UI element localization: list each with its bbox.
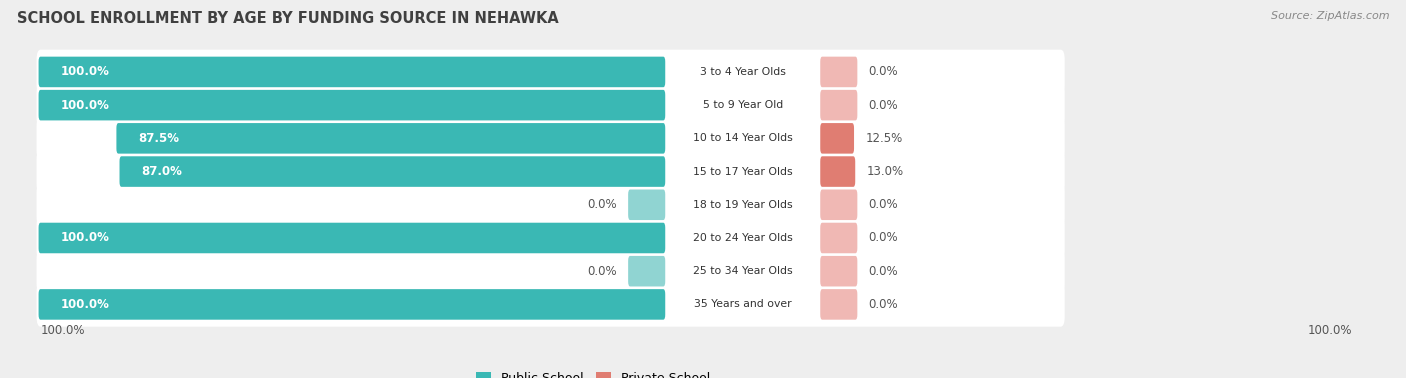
- FancyBboxPatch shape: [38, 57, 665, 87]
- Text: 35 Years and over: 35 Years and over: [695, 299, 792, 310]
- Text: 18 to 19 Year Olds: 18 to 19 Year Olds: [693, 200, 793, 210]
- FancyBboxPatch shape: [628, 189, 665, 220]
- Text: 20 to 24 Year Olds: 20 to 24 Year Olds: [693, 233, 793, 243]
- Text: 0.0%: 0.0%: [869, 298, 898, 311]
- FancyBboxPatch shape: [37, 249, 1064, 293]
- Text: 0.0%: 0.0%: [869, 65, 898, 78]
- Text: 13.0%: 13.0%: [866, 165, 904, 178]
- Text: 100.0%: 100.0%: [60, 298, 110, 311]
- FancyBboxPatch shape: [820, 90, 858, 121]
- Text: 100.0%: 100.0%: [1308, 324, 1353, 337]
- Text: 0.0%: 0.0%: [869, 198, 898, 211]
- Text: 15 to 17 Year Olds: 15 to 17 Year Olds: [693, 167, 793, 177]
- FancyBboxPatch shape: [120, 156, 665, 187]
- Text: 25 to 34 Year Olds: 25 to 34 Year Olds: [693, 266, 793, 276]
- FancyBboxPatch shape: [37, 149, 1064, 194]
- Text: 87.0%: 87.0%: [142, 165, 183, 178]
- FancyBboxPatch shape: [820, 256, 858, 287]
- Text: 0.0%: 0.0%: [588, 265, 617, 278]
- Text: Source: ZipAtlas.com: Source: ZipAtlas.com: [1271, 11, 1389, 21]
- FancyBboxPatch shape: [37, 116, 1064, 161]
- Text: 0.0%: 0.0%: [869, 265, 898, 278]
- FancyBboxPatch shape: [117, 123, 665, 153]
- Text: 100.0%: 100.0%: [60, 99, 110, 112]
- Text: 0.0%: 0.0%: [869, 99, 898, 112]
- Text: 87.5%: 87.5%: [138, 132, 180, 145]
- FancyBboxPatch shape: [628, 256, 665, 287]
- FancyBboxPatch shape: [37, 216, 1064, 260]
- FancyBboxPatch shape: [820, 123, 853, 153]
- FancyBboxPatch shape: [820, 189, 858, 220]
- FancyBboxPatch shape: [38, 223, 665, 253]
- Text: 5 to 9 Year Old: 5 to 9 Year Old: [703, 100, 783, 110]
- FancyBboxPatch shape: [820, 57, 858, 87]
- Text: 3 to 4 Year Olds: 3 to 4 Year Olds: [700, 67, 786, 77]
- FancyBboxPatch shape: [37, 183, 1064, 227]
- Legend: Public School, Private School: Public School, Private School: [471, 367, 716, 378]
- Text: 10 to 14 Year Olds: 10 to 14 Year Olds: [693, 133, 793, 143]
- FancyBboxPatch shape: [37, 50, 1064, 94]
- FancyBboxPatch shape: [820, 223, 858, 253]
- Text: 100.0%: 100.0%: [60, 231, 110, 245]
- FancyBboxPatch shape: [38, 289, 665, 320]
- FancyBboxPatch shape: [37, 282, 1064, 327]
- Text: SCHOOL ENROLLMENT BY AGE BY FUNDING SOURCE IN NEHAWKA: SCHOOL ENROLLMENT BY AGE BY FUNDING SOUR…: [17, 11, 558, 26]
- Text: 0.0%: 0.0%: [588, 198, 617, 211]
- FancyBboxPatch shape: [38, 90, 665, 121]
- FancyBboxPatch shape: [37, 83, 1064, 127]
- Text: 100.0%: 100.0%: [60, 65, 110, 78]
- Text: 12.5%: 12.5%: [865, 132, 903, 145]
- Text: 0.0%: 0.0%: [869, 231, 898, 245]
- Text: 100.0%: 100.0%: [41, 324, 84, 337]
- FancyBboxPatch shape: [820, 156, 855, 187]
- FancyBboxPatch shape: [820, 289, 858, 320]
